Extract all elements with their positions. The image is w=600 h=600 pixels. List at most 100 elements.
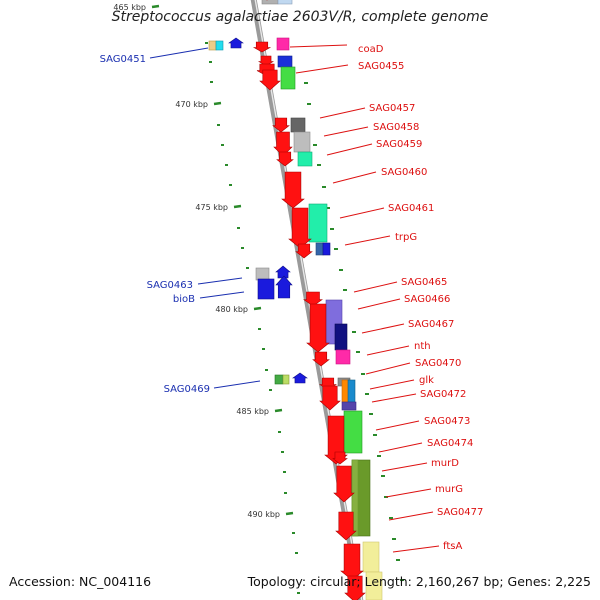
minor-ticks (205, 42, 404, 594)
reverse-gene-arrow (228, 37, 244, 49)
label-leader (197, 277, 243, 285)
forward-gene-arrow (273, 131, 293, 157)
feature-labels: coaD SAG0455 SAG0457 SAG0458 SAG0459 SAG0460 S… (100, 44, 484, 552)
feature-box (335, 349, 351, 365)
feature-box (293, 131, 311, 153)
feature-box (257, 278, 275, 300)
tick-label: 490 kbp (247, 510, 280, 519)
label-leader (366, 345, 410, 356)
label-leader (339, 207, 385, 219)
label-leader (289, 44, 348, 48)
gene-label-SAG0458: SAG0458 (373, 122, 419, 133)
tick-mark (233, 204, 242, 209)
genome-summary-text: Topology: circular; Length: 2,160,267 bp… (247, 574, 591, 589)
label-leader (326, 143, 373, 156)
tick-label: 465 kbp (113, 3, 146, 12)
feature-box (341, 401, 357, 411)
forward-gene-arrow (333, 465, 355, 503)
label-leader (344, 235, 391, 246)
feature-box (255, 267, 270, 281)
forward-gene-arrow (303, 291, 323, 307)
label-leader (353, 281, 398, 293)
label-leader (357, 298, 401, 310)
gene-label-SAG0451: SAG0451 (100, 54, 146, 65)
gene-label-SAG0460: SAG0460 (381, 167, 427, 178)
gene-label-bioB: bioB (173, 294, 195, 305)
tick-mark (274, 408, 283, 413)
feature-arrows (228, 0, 366, 600)
label-leader (378, 442, 423, 453)
forward-gene-arrow (312, 351, 330, 367)
feature-box (261, 0, 279, 5)
forward-gene-arrow (335, 511, 357, 541)
gene-label-glk: glk (419, 375, 434, 386)
feature-box (274, 374, 284, 385)
feature-box (277, 0, 293, 5)
feature-box (347, 379, 356, 403)
label-leader (199, 291, 245, 299)
forward-gene-arrow (252, 41, 272, 53)
feature-box (297, 151, 313, 167)
forward-gene-arrow (272, 117, 290, 133)
label-leader (149, 47, 209, 59)
feature-boxes (208, 0, 383, 600)
gene-label-SAG0459: SAG0459 (376, 139, 422, 150)
gene-label-SAG0461: SAG0461 (388, 203, 434, 214)
tick-label: 480 kbp (215, 305, 248, 314)
label-leader (381, 462, 428, 472)
feature-box (315, 242, 324, 256)
label-leader (319, 107, 366, 119)
feature-box (351, 459, 359, 537)
feature-box (343, 410, 363, 454)
feature-box (290, 117, 306, 133)
label-leader (332, 171, 377, 184)
gene-label-murD: murD (431, 458, 459, 469)
label-leader (375, 420, 420, 431)
feature-box (215, 40, 224, 51)
map-title: Streptococcus agalactiae 2603V/R, comple… (111, 9, 489, 25)
feature-box (208, 40, 217, 51)
gene-label-SAG0470: SAG0470 (415, 358, 461, 369)
gene-label-ftsA: ftsA (443, 541, 462, 552)
gene-label-SAG0457: SAG0457 (369, 103, 415, 114)
feature-box (308, 203, 328, 243)
tick-label: 470 kbp (175, 100, 208, 109)
forward-gene-arrow (332, 451, 348, 465)
label-leader (388, 511, 434, 521)
feature-box (277, 55, 293, 68)
forward-gene-arrow (344, 575, 366, 600)
reverse-gene-arrow (275, 275, 293, 299)
feature-box (280, 66, 296, 90)
gene-label-SAG0474: SAG0474 (427, 438, 473, 449)
gene-label-SAG0465: SAG0465 (401, 277, 447, 288)
label-leader (371, 393, 417, 403)
reverse-gene-arrow (275, 265, 291, 279)
feature-box (362, 541, 380, 573)
forward-gene-arrow (288, 207, 312, 249)
gene-label-SAG0473: SAG0473 (424, 416, 470, 427)
label-leader (369, 379, 415, 390)
label-leaders (149, 44, 440, 553)
forward-gene-arrow (276, 151, 294, 167)
tick-mark (213, 101, 222, 106)
feature-box (282, 374, 290, 385)
tick-label: 475 kbp (195, 203, 228, 212)
tick-mark (151, 4, 160, 9)
label-leader (213, 380, 261, 389)
tick-mark (253, 306, 262, 311)
feature-box (276, 37, 290, 51)
tick-mark (285, 511, 294, 516)
label-leader (365, 362, 411, 375)
forward-gene-arrow (306, 303, 330, 353)
feature-box (365, 571, 383, 600)
gene-label-SAG0463: SAG0463 (147, 280, 193, 291)
feature-box (334, 323, 348, 351)
tick-label: 485 kbp (236, 407, 269, 416)
gene-label-trpG: trpG (395, 232, 417, 243)
gene-label-murG: murG (435, 484, 463, 495)
label-leader (361, 323, 405, 334)
label-leader (295, 64, 349, 74)
gene-label-SAG0466: SAG0466 (404, 294, 450, 305)
gene-label-SAG0477: SAG0477 (437, 507, 483, 518)
gene-label-SAG0455: SAG0455 (358, 61, 404, 72)
